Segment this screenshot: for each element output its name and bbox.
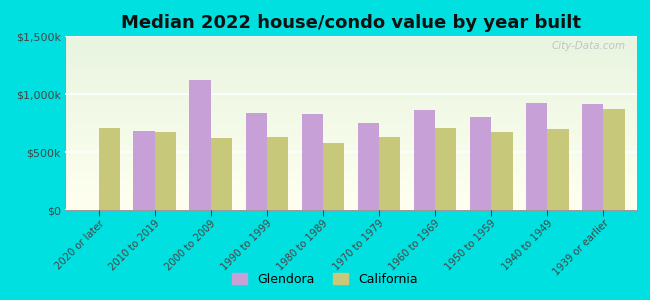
Bar <box>267 137 288 210</box>
Bar <box>603 109 625 210</box>
Bar <box>302 114 323 210</box>
Bar <box>358 123 379 210</box>
Bar <box>582 104 603 210</box>
Bar <box>547 129 569 210</box>
Bar <box>435 128 456 210</box>
Bar <box>302 114 323 210</box>
Bar <box>491 132 512 210</box>
Bar <box>190 80 211 210</box>
Bar <box>603 109 625 210</box>
Bar <box>155 132 176 210</box>
Bar <box>414 110 435 210</box>
Bar <box>246 112 267 210</box>
Legend: Glendora, California: Glendora, California <box>227 268 423 291</box>
Bar <box>155 132 176 210</box>
Bar <box>133 131 155 210</box>
Bar <box>547 129 569 210</box>
Bar <box>133 131 155 210</box>
Bar <box>246 112 267 210</box>
Bar <box>526 103 547 210</box>
Bar <box>190 80 211 210</box>
Bar <box>470 117 491 210</box>
Bar <box>99 128 120 210</box>
Bar <box>526 103 547 210</box>
Bar <box>470 117 491 210</box>
Bar <box>211 137 232 210</box>
Bar <box>414 110 435 210</box>
Bar <box>267 137 288 210</box>
Bar <box>99 128 120 210</box>
Bar <box>211 137 232 210</box>
Bar <box>358 123 379 210</box>
Text: City-Data.com: City-Data.com <box>551 41 625 51</box>
Bar <box>491 132 512 210</box>
Title: Median 2022 house/condo value by year built: Median 2022 house/condo value by year bu… <box>121 14 581 32</box>
Bar <box>323 143 345 210</box>
Bar <box>435 128 456 210</box>
Bar <box>379 137 400 210</box>
Bar <box>582 104 603 210</box>
Bar <box>323 143 345 210</box>
Bar <box>379 137 400 210</box>
